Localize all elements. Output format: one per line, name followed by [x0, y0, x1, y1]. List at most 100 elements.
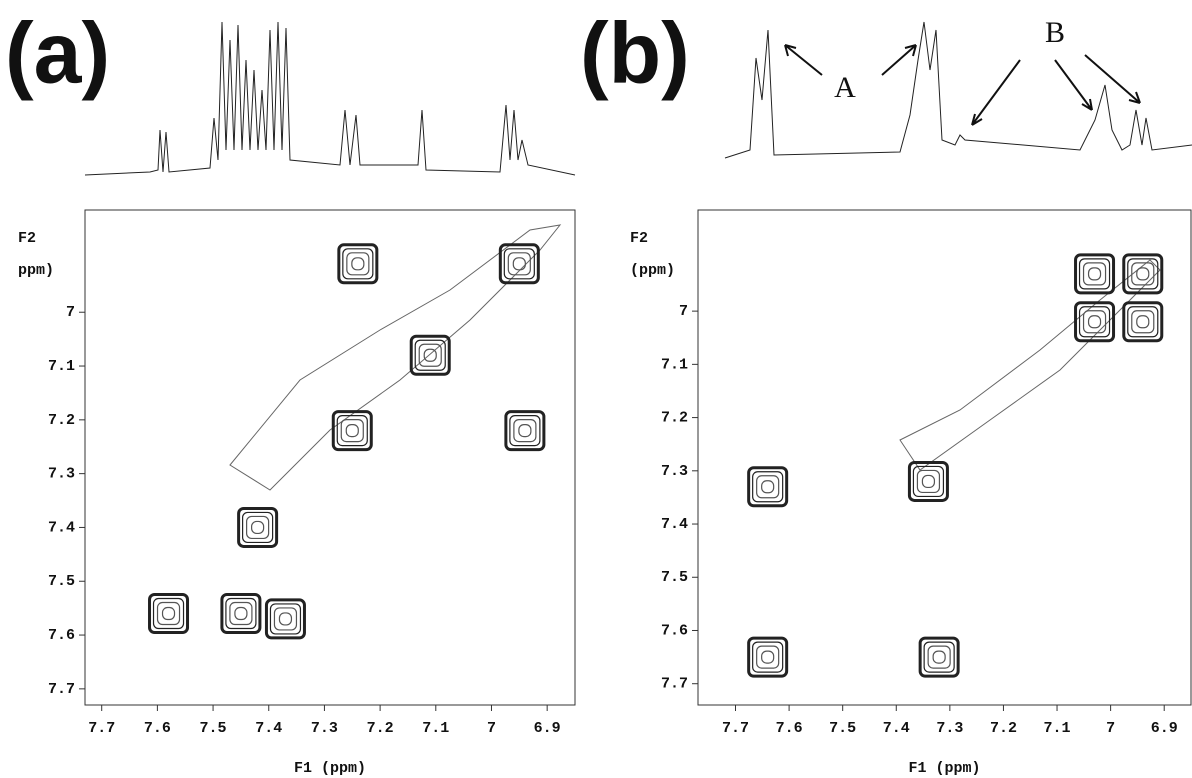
- cross-peak: [1131, 262, 1155, 286]
- x-tick-label: 7.4: [883, 720, 910, 737]
- cross-peak: [932, 650, 946, 664]
- cross-peak: [512, 257, 526, 271]
- cross-peak: [229, 601, 253, 626]
- cross-peak: [1127, 306, 1159, 338]
- y-tick-label: 7.7: [48, 681, 75, 698]
- cross-peak: [337, 243, 379, 285]
- cross-peak: [1127, 258, 1159, 290]
- cross-peak: [747, 466, 789, 508]
- cross-peak: [1074, 253, 1116, 295]
- y-tick-label: 7.3: [48, 466, 75, 483]
- y-tick-label: 7.6: [661, 622, 688, 639]
- cross-peak: [1136, 267, 1150, 281]
- cross-peak: [1082, 262, 1107, 286]
- cross-peak: [342, 248, 374, 280]
- cross-peak: [918, 636, 960, 678]
- x-axis-label: F1 (ppm): [908, 760, 980, 777]
- cross-peak: [346, 252, 370, 276]
- cross-peak: [513, 418, 537, 443]
- cross-peak: [409, 334, 451, 376]
- plot-frame: [84, 209, 576, 706]
- cross-peak: [273, 607, 298, 631]
- x-tick-label: 7.5: [200, 720, 227, 737]
- y-tick-label: 7.5: [661, 569, 688, 586]
- cross-peak: [518, 423, 532, 438]
- plot-frame: [697, 209, 1192, 706]
- cross-peak: [148, 593, 190, 635]
- cross-peak: [1087, 267, 1102, 281]
- cross-peak: [921, 474, 936, 489]
- cross-peak: [752, 641, 784, 673]
- y-tick-label: 7.6: [48, 627, 75, 644]
- cross-peak: [1082, 310, 1107, 334]
- x-tick-label: 7.5: [829, 720, 856, 737]
- x-tick-label: 7.6: [144, 720, 171, 737]
- annotation: A: [834, 71, 856, 104]
- x-tick-label: 7.1: [422, 720, 449, 737]
- x-tick-label: 7: [1106, 720, 1115, 737]
- x-tick-label: 7.1: [1044, 720, 1071, 737]
- cross-peak: [912, 465, 945, 498]
- cross-peak: [278, 612, 293, 626]
- panel-label: (a): [5, 6, 110, 102]
- cross-peak: [242, 511, 274, 544]
- cross-peak: [220, 593, 262, 635]
- x-tick-label: 7.6: [776, 720, 803, 737]
- x-tick-label: 7.3: [936, 720, 963, 737]
- y-axis-label: F2: [18, 230, 36, 247]
- y-tick-label: 7.2: [48, 412, 75, 429]
- x-tick-label: 7.2: [990, 720, 1017, 737]
- cross-peak: [916, 469, 941, 494]
- cross-peak: [503, 248, 535, 280]
- x-tick-label: 6.9: [1151, 720, 1178, 737]
- panel-label: (b): [580, 6, 690, 102]
- cross-peak: [264, 598, 306, 640]
- y-tick-label: 7.1: [48, 358, 75, 375]
- cross-peak: [234, 606, 248, 621]
- cross-peak: [331, 410, 373, 452]
- y-tick-label: 7.4: [48, 519, 75, 536]
- cross-peak: [156, 601, 181, 626]
- y-axis-label: F2: [630, 230, 648, 247]
- cross-peak: [345, 423, 359, 438]
- y-tick-label: 7.2: [661, 410, 688, 427]
- x-tick-label: 6.9: [534, 720, 561, 737]
- cross-peak: [251, 520, 265, 535]
- x-tick-label: 7.7: [88, 720, 115, 737]
- x-tick-label: 7.4: [255, 720, 282, 737]
- cross-peak: [761, 480, 775, 494]
- cross-peak: [336, 414, 368, 447]
- cross-peak: [237, 506, 279, 548]
- y-tick-label: 7.5: [48, 573, 75, 590]
- cross-peak: [1074, 301, 1116, 343]
- cross-peak: [418, 343, 442, 367]
- annotation: B: [1045, 16, 1065, 49]
- y-axis-label: ppm): [18, 262, 54, 279]
- cross-peak: [1122, 301, 1164, 343]
- cross-peak: [756, 645, 780, 669]
- x-tick-label: 7.7: [722, 720, 749, 737]
- cross-peak: [269, 603, 302, 635]
- cross-peak: [423, 348, 437, 362]
- cross-peak: [351, 257, 365, 271]
- y-tick-label: 7.1: [661, 356, 688, 373]
- cross-peak: [747, 636, 789, 678]
- cross-peak: [504, 410, 546, 452]
- x-tick-label: 7.2: [367, 720, 394, 737]
- cross-peak: [507, 252, 531, 276]
- spectrum-1d: [84, 21, 1192, 491]
- y-tick-label: 7.4: [661, 516, 688, 533]
- cross-peak: [161, 606, 176, 621]
- cross-peak: [340, 418, 364, 443]
- y-tick-label: 7.7: [661, 676, 688, 693]
- cross-peak: [509, 414, 541, 447]
- arrows: [784, 44, 1141, 126]
- cross-peak: [923, 641, 955, 673]
- cross-peak: [1131, 310, 1155, 334]
- y-axis-label: (ppm): [630, 262, 675, 279]
- y-tick-label: 7: [679, 303, 688, 320]
- cross-peak: [225, 597, 257, 630]
- cross-peak: [1078, 306, 1111, 338]
- cross-peak: [752, 471, 784, 503]
